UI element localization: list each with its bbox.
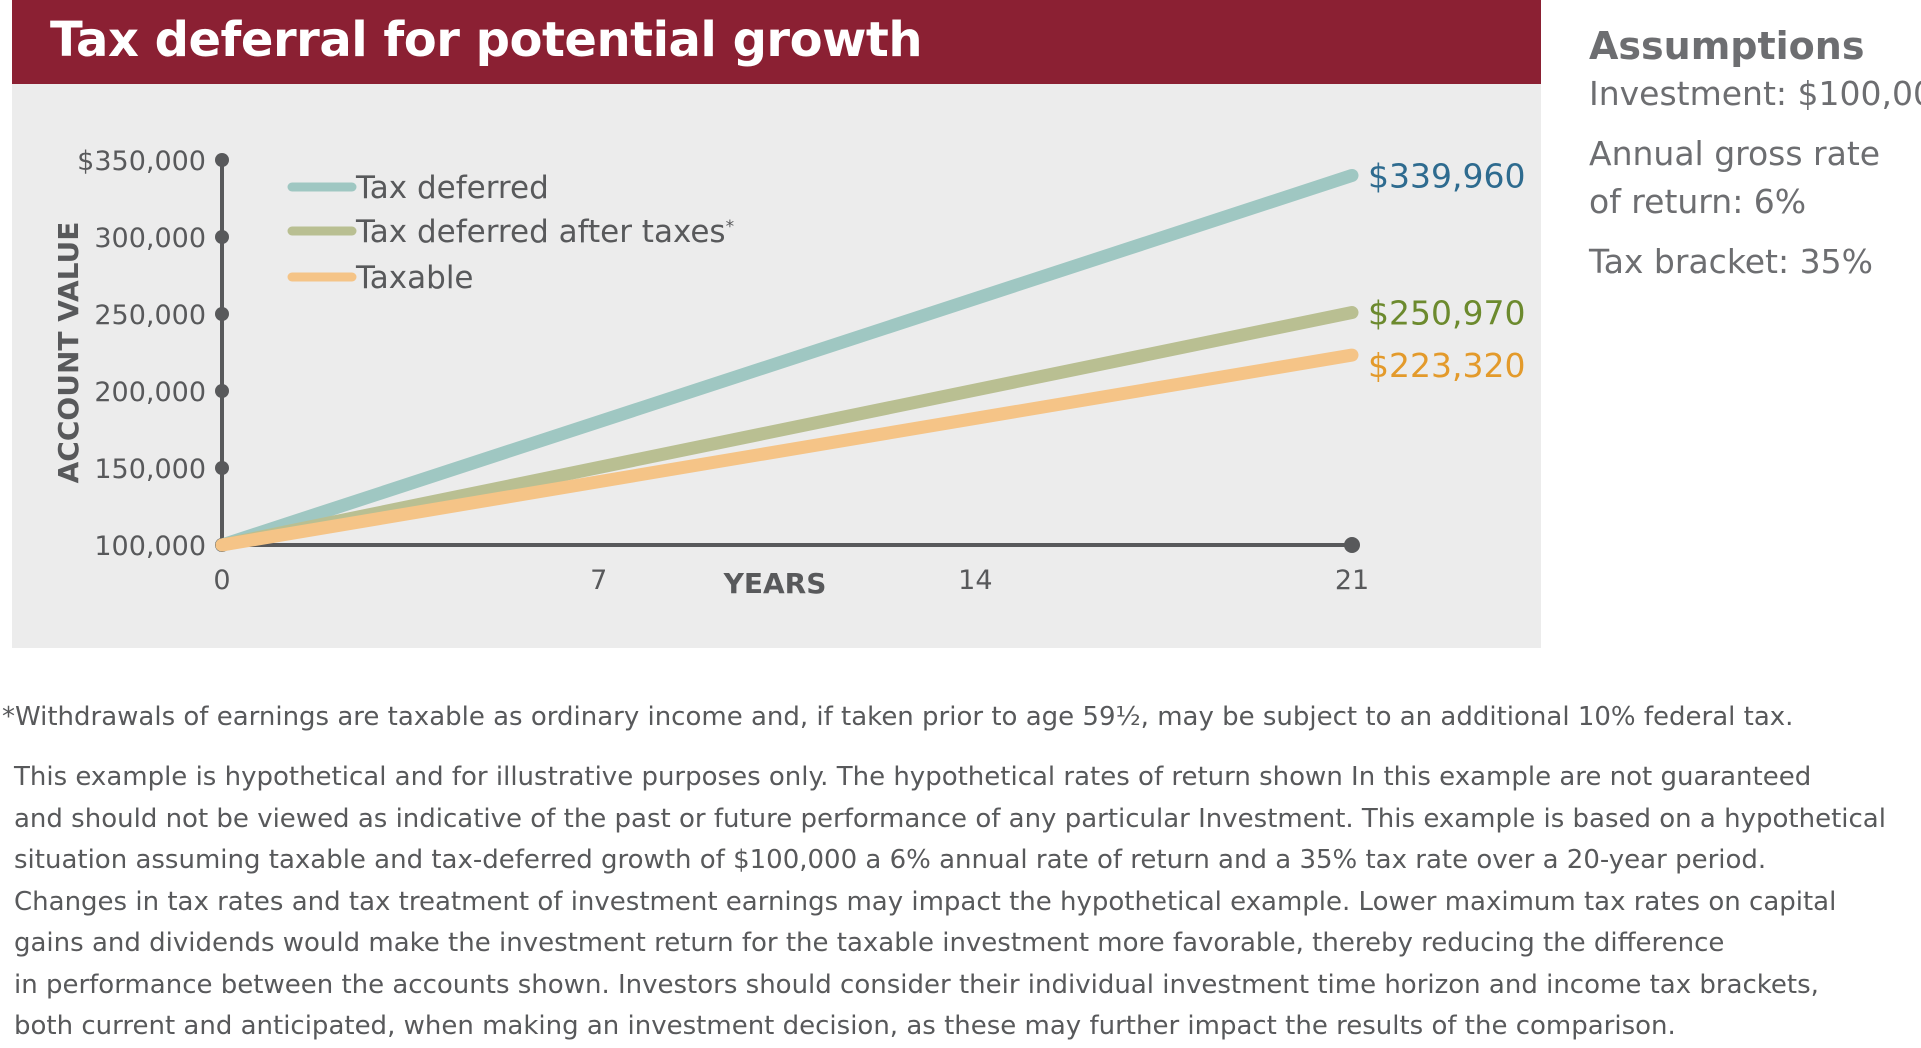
legend-label: Tax deferred xyxy=(355,170,549,206)
x-tick-label: 14 xyxy=(958,565,992,596)
end-value-label: $250,970 xyxy=(1368,294,1525,333)
line-chart: 100,000 150,000 200,000 250,000 300,000 $350,… xyxy=(52,146,1525,600)
y-tick-marker xyxy=(215,461,229,475)
assumption-rate-line1: Annual gross rate xyxy=(1589,134,1881,173)
series-line-tax-deferred-after-taxes xyxy=(215,306,1359,552)
y-tick-label: $350,000 xyxy=(77,146,206,177)
series-line-taxable xyxy=(215,348,1359,552)
assumptions-heading: Assumptions xyxy=(1589,24,1865,68)
end-value-label: $223,320 xyxy=(1368,346,1525,385)
y-tick-marker xyxy=(215,384,229,398)
series-line-tax-deferred xyxy=(215,168,1359,552)
y-tick-label: 150,000 xyxy=(94,454,206,485)
x-axis-end-marker xyxy=(1344,537,1360,553)
chart-title: Tax deferral for potential growth xyxy=(50,12,923,68)
legend-label: Tax deferred after taxes* xyxy=(355,214,734,250)
disclaimer-line: gains and dividends would make the inves… xyxy=(14,928,1725,958)
x-tick-label: 0 xyxy=(213,565,230,596)
end-value-label: $339,960 xyxy=(1368,156,1525,195)
y-tick-marker xyxy=(215,230,229,244)
y-tick-marker xyxy=(215,153,229,167)
x-tick-label: 21 xyxy=(1335,565,1369,596)
disclaimer-line: in performance between the accounts show… xyxy=(14,969,1819,1000)
assumption-bracket: Tax bracket: 35% xyxy=(1589,242,1873,281)
disclaimer-line: situation assuming taxable and tax-defer… xyxy=(14,845,1767,875)
assumption-rate-line2: of return: 6% xyxy=(1589,182,1807,221)
disclaimer-line: Changes in tax rates and tax treatment o… xyxy=(14,886,1837,917)
footnote: *Withdrawals of earnings are taxable as … xyxy=(2,702,1794,732)
disclaimer: This example is hypothetical and for ill… xyxy=(14,757,1904,1048)
y-tick-label: 200,000 xyxy=(94,377,206,408)
x-axis-title: YEARS xyxy=(723,567,827,600)
disclaimer-line: This example is hypothetical and for ill… xyxy=(14,762,1812,792)
x-tick-label: 7 xyxy=(590,565,607,596)
disclaimer-line: both current and anticipated, when makin… xyxy=(14,1011,1676,1041)
y-tick-label: 250,000 xyxy=(94,300,206,331)
legend-footnote-marker: * xyxy=(726,217,735,237)
legend-label: Taxable xyxy=(355,260,474,296)
y-tick-label: 300,000 xyxy=(94,223,206,254)
y-tick-label: 100,000 xyxy=(94,531,206,562)
y-axis-title: ACCOUNT VALUE xyxy=(52,222,85,484)
title-bar xyxy=(12,0,1541,84)
y-tick-marker xyxy=(215,307,229,321)
assumption-investment: Investment: $100,000 xyxy=(1589,74,1921,113)
assumptions-panel: Assumptions Investment: $100,000 Annual … xyxy=(1589,22,1921,286)
disclaimer-line: and should not be viewed as indicative o… xyxy=(14,803,1886,834)
